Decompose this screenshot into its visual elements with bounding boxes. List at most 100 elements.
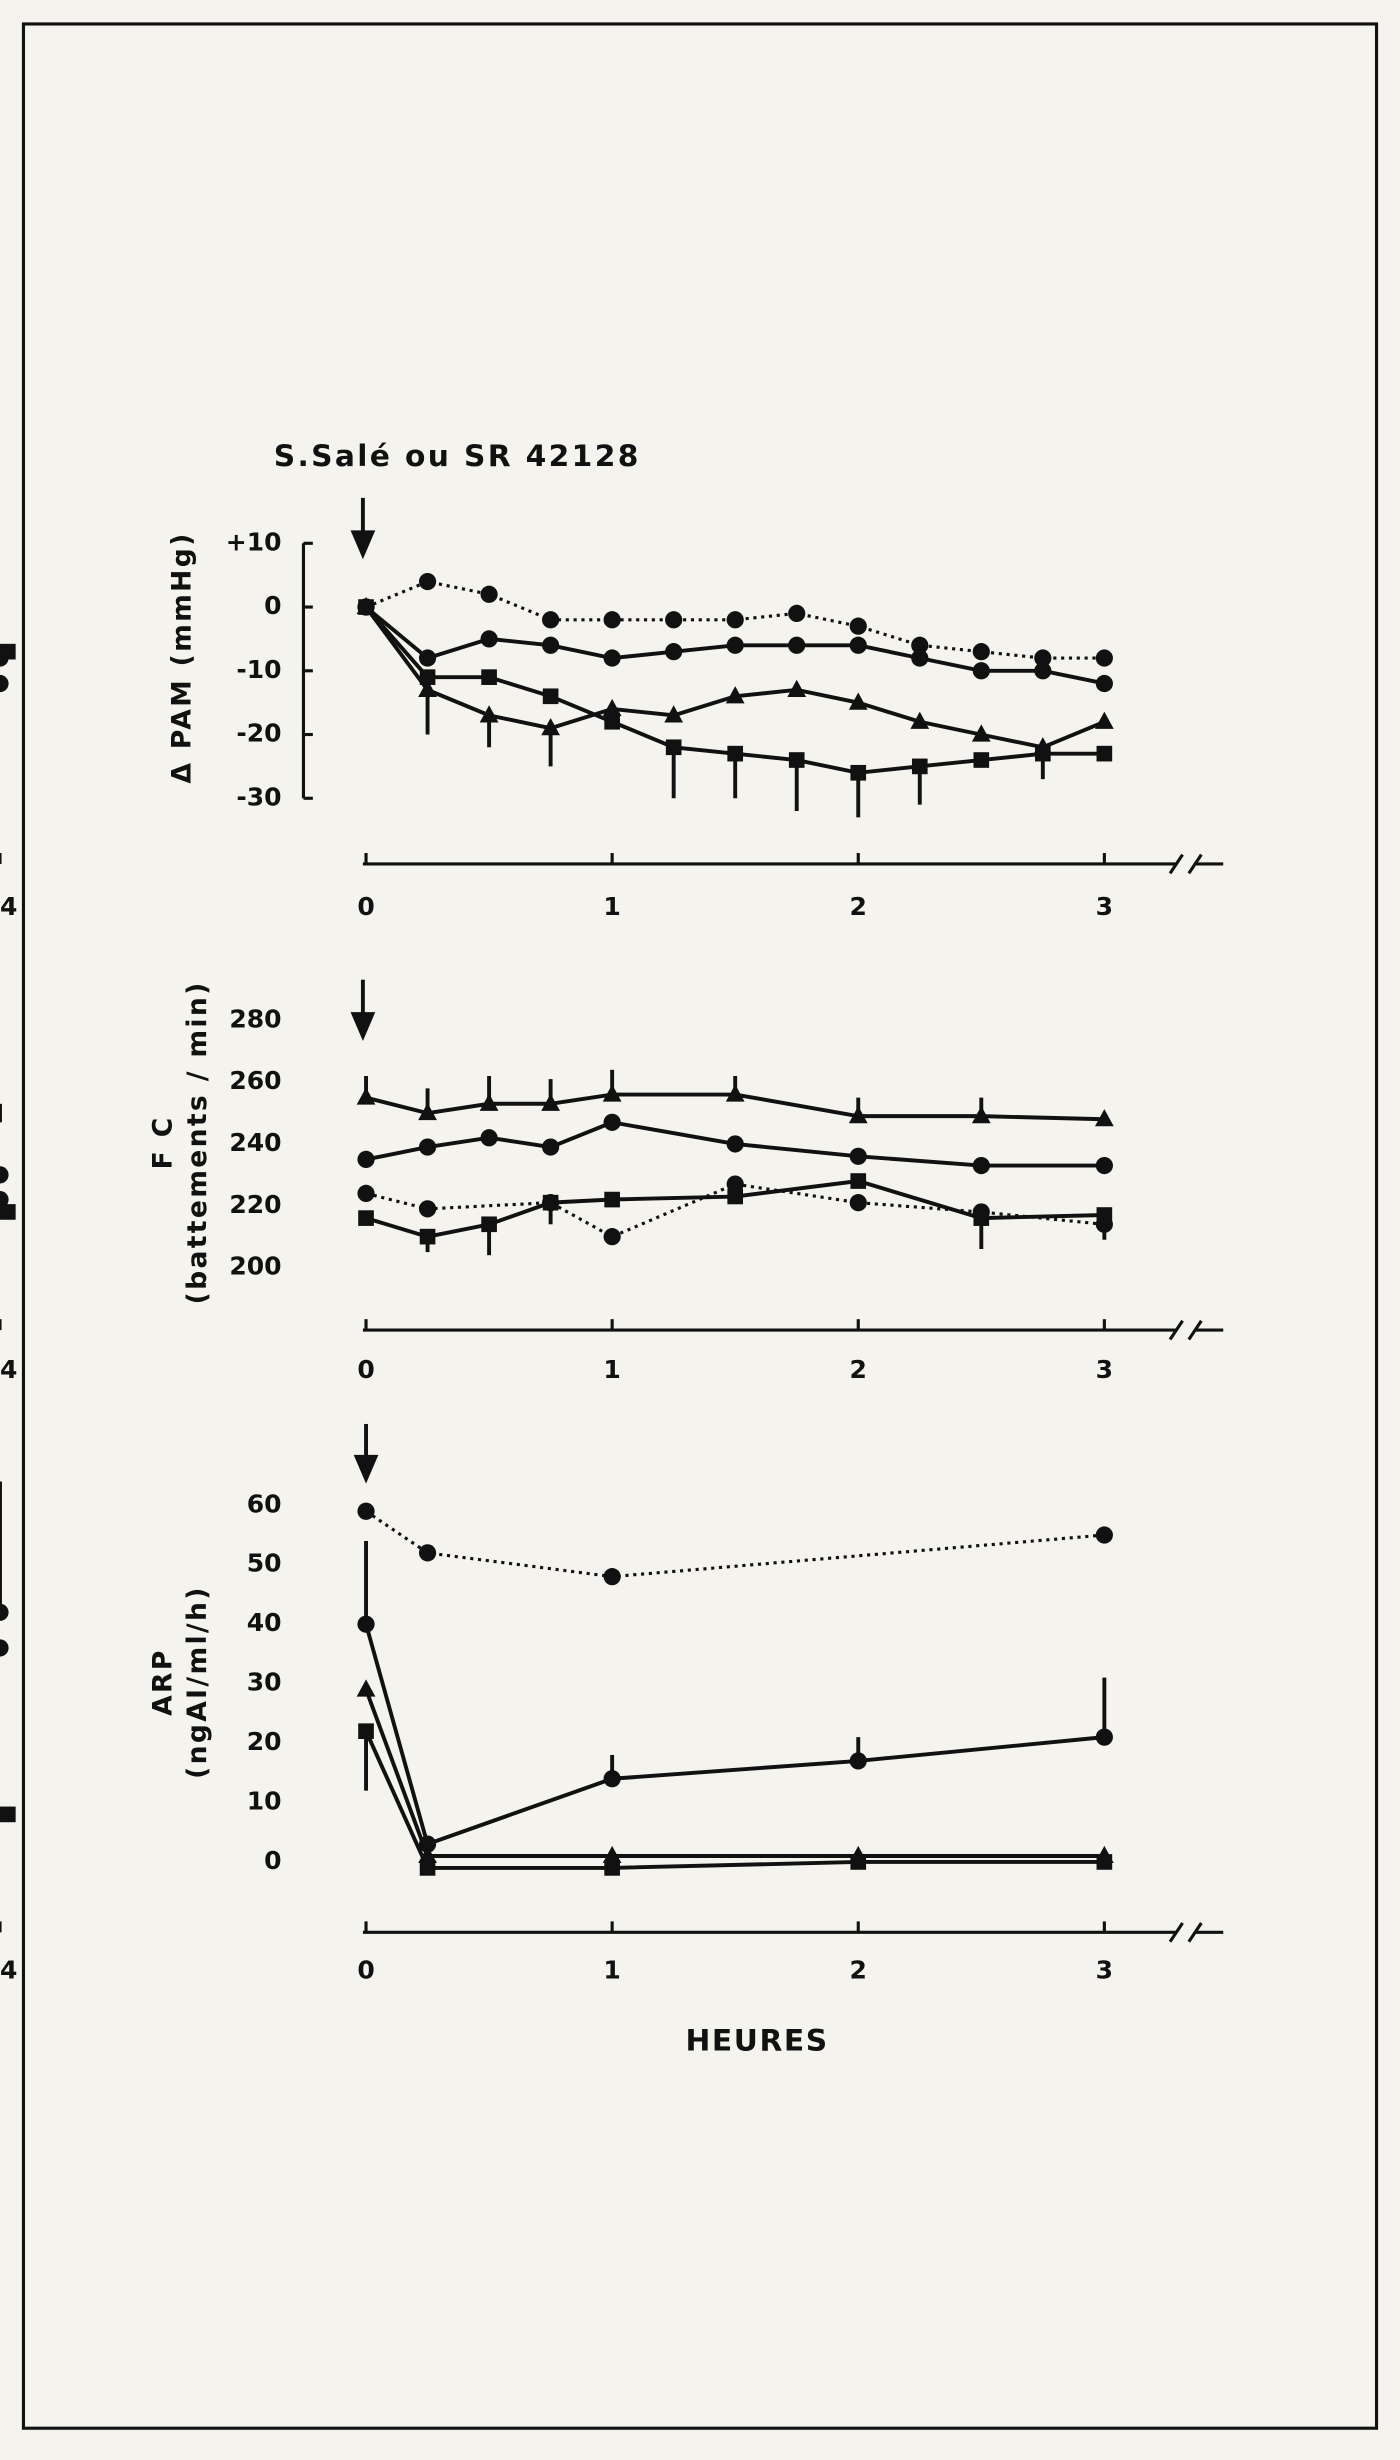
x-tick-label: 1: [603, 1355, 620, 1384]
point: [0, 1190, 9, 1209]
point: [664, 705, 684, 723]
point: [603, 649, 621, 667]
point: [356, 1087, 376, 1105]
axis-break: [1168, 853, 1203, 875]
point: [1094, 1109, 1114, 1127]
point: [603, 611, 621, 629]
series: [0, 598, 1113, 693]
point: [357, 1150, 375, 1169]
point: [972, 1156, 990, 1175]
x-tick-label: 3: [1096, 1355, 1113, 1384]
x-tick-label: 0: [357, 1955, 374, 1984]
y-axis-label: F C: [148, 1115, 179, 1169]
point: [725, 686, 745, 704]
point: [0, 674, 9, 693]
point: [358, 599, 374, 615]
point: [1095, 649, 1113, 667]
point: [1095, 1728, 1113, 1746]
point: [481, 1216, 497, 1233]
point: [787, 679, 807, 697]
point: [541, 717, 560, 736]
y-axis-label: (battements / min): [182, 980, 213, 1304]
point: [0, 1603, 9, 1621]
point: [1096, 745, 1113, 762]
point: [0, 1639, 9, 1657]
point: [479, 705, 499, 723]
x-tick-label: 3: [1096, 1955, 1113, 1984]
point: [848, 692, 868, 710]
x-tick-label: 24: [0, 1955, 17, 1984]
point: [727, 1188, 744, 1205]
x-tick-label: 1: [603, 892, 620, 921]
point: [726, 636, 744, 654]
point: [973, 752, 990, 768]
point: [972, 643, 990, 661]
point: [849, 1147, 867, 1165]
y-tick-label: 30: [247, 1668, 282, 1697]
point: [418, 649, 437, 667]
axis-break: [1168, 1922, 1203, 1943]
point: [602, 1845, 622, 1864]
point: [665, 611, 683, 629]
y-tick-label: -20: [236, 719, 281, 748]
point: [849, 636, 867, 654]
x-tick-label: 0: [357, 1355, 374, 1384]
point: [480, 630, 498, 648]
point: [418, 1200, 437, 1218]
point: [356, 1679, 376, 1697]
point: [604, 1191, 620, 1208]
point: [1096, 1207, 1113, 1223]
point: [1095, 1156, 1113, 1175]
point: [850, 1173, 867, 1189]
point: [788, 636, 806, 654]
series: [0, 1069, 1114, 1127]
y-tick-label: -30: [236, 782, 281, 811]
point: [418, 1138, 437, 1156]
x-tick-label: 3: [1096, 892, 1113, 921]
y-axis-label: (ngAI/ml/h): [182, 1585, 213, 1779]
x-tick-label: 2: [850, 1955, 867, 1984]
y-axis-label: Δ PAM (mmHg): [167, 531, 198, 783]
y-tick-label: +10: [226, 527, 282, 556]
point: [972, 662, 990, 680]
point: [665, 739, 682, 756]
point: [602, 1084, 622, 1102]
point: [357, 1184, 375, 1202]
point: [418, 572, 437, 591]
frame: [21, 22, 1379, 2430]
point: [850, 1854, 867, 1870]
y-tick-label: 50: [247, 1549, 282, 1578]
point: [542, 688, 559, 705]
series: [0, 1723, 1113, 1876]
y-tick-label: 260: [229, 1066, 281, 1095]
point: [788, 752, 805, 768]
point: [358, 1723, 374, 1740]
series-line: [365, 1509, 1105, 1579]
y-tick-label: -10: [236, 655, 281, 684]
y-tick-label: 40: [247, 1608, 282, 1637]
point: [604, 713, 620, 730]
point: [0, 1806, 16, 1823]
point: [726, 1135, 744, 1153]
point: [357, 1615, 375, 1633]
point: [848, 1105, 868, 1124]
point: [542, 611, 560, 629]
point: [480, 1129, 498, 1147]
series: [0, 1173, 1113, 1256]
y-tick-label: 200: [229, 1252, 281, 1281]
point: [357, 1502, 375, 1520]
point: [603, 1568, 621, 1586]
y-tick-label: 60: [247, 1489, 282, 1518]
point: [911, 758, 928, 775]
point: [911, 649, 929, 667]
point: [726, 611, 744, 629]
point: [911, 636, 929, 654]
point: [1034, 649, 1052, 667]
series: [0, 599, 1113, 818]
point: [910, 711, 930, 729]
x-tick-label: 2: [850, 1355, 867, 1384]
point: [726, 1175, 744, 1193]
point: [542, 636, 560, 654]
